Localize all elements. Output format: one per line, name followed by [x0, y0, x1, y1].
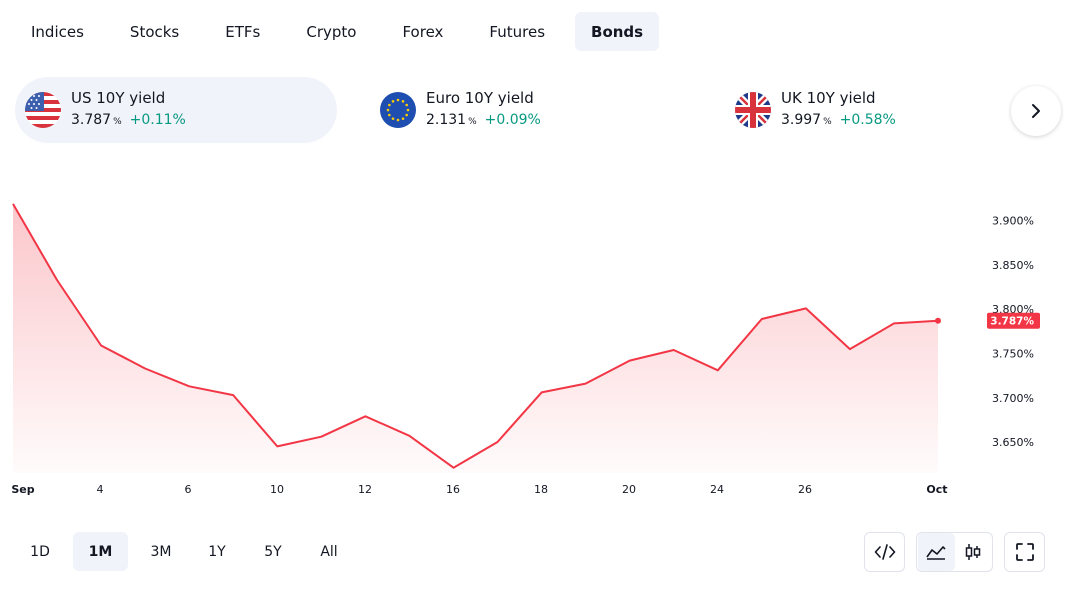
x-tick-label: 6: [185, 483, 192, 496]
x-tick-label: 16: [446, 483, 460, 496]
us-flag-icon: [25, 92, 61, 128]
range-all[interactable]: All: [320, 543, 338, 560]
y-tick-label: 3.850%: [992, 259, 1034, 272]
area-chart-button[interactable]: [917, 533, 955, 571]
bond-yield-value: 2.131: [426, 112, 467, 128]
bond-card-euro[interactable]: Euro 10Y yield 2.131% +0.09%: [370, 77, 692, 143]
next-cards-button[interactable]: [1011, 86, 1061, 136]
eu-flag-icon: [380, 92, 416, 128]
fullscreen-icon: [1015, 543, 1034, 561]
bond-yield-change: +0.11%: [129, 112, 186, 128]
yield-line: [12, 203, 939, 469]
x-tick-label: Oct: [926, 483, 947, 496]
bond-name: US 10Y yield: [71, 89, 166, 107]
candles-chart-button[interactable]: [955, 533, 992, 571]
bond-card-uk[interactable]: UK 10Y yield 3.997% +0.58%: [725, 77, 1047, 143]
uk-flag-icon: [735, 92, 771, 128]
market-tabs: Indices Stocks ETFs Crypto Forex Futures Bonds: [15, 12, 673, 51]
candles-icon: [965, 544, 981, 560]
x-tick-label: 24: [710, 483, 724, 496]
x-tick-label: 18: [534, 483, 548, 496]
bond-yield-value: 3.997: [781, 112, 822, 128]
bond-yield-unit: %: [823, 117, 832, 127]
range-selector: 1D 1M 3M 1Y 5Y All: [17, 532, 362, 571]
y-tick-label: 3.650%: [992, 436, 1034, 449]
last-value-badge: [987, 312, 1040, 329]
bond-yield-unit: %: [113, 117, 122, 127]
range-1d[interactable]: 1D: [30, 543, 50, 560]
y-tick-label: 3.700%: [992, 392, 1034, 405]
chevron-right-icon: [1032, 104, 1040, 118]
tab-etfs[interactable]: ETFs: [225, 22, 261, 41]
tab-crypto[interactable]: Crypto: [306, 22, 357, 41]
x-tick-label: 26: [798, 483, 812, 496]
tab-indices[interactable]: Indices: [31, 22, 84, 41]
fullscreen-button[interactable]: [1004, 532, 1045, 572]
tab-futures[interactable]: Futures: [489, 22, 546, 41]
bond-yield-change: +0.09%: [484, 112, 541, 128]
range-3m[interactable]: 3M: [150, 543, 172, 560]
chart-style-group: [916, 532, 993, 572]
x-tick-label: Sep: [11, 483, 34, 496]
area-chart-icon: [926, 546, 946, 560]
tab-forex[interactable]: Forex: [402, 22, 444, 41]
bond-name: Euro 10Y yield: [426, 89, 534, 107]
range-1y[interactable]: 1Y: [208, 543, 226, 560]
yield-area-fill: [13, 203, 938, 473]
x-tick-label: 4: [97, 483, 104, 496]
last-value-label: 3.787%: [990, 316, 1034, 328]
bond-name: UK 10Y yield: [781, 89, 876, 107]
code-icon: [874, 544, 895, 560]
tab-stocks[interactable]: Stocks: [129, 22, 180, 41]
embed-code-button[interactable]: [864, 532, 905, 572]
y-tick-label: 3.750%: [992, 347, 1034, 360]
range-1m[interactable]: 1M: [73, 532, 128, 571]
x-tick-label: 20: [622, 483, 636, 496]
bond-card-us[interactable]: US 10Y yield 3.787% +0.11%: [15, 77, 337, 143]
x-tick-label: 12: [358, 483, 372, 496]
bond-yield-value: 3.787: [71, 112, 112, 128]
bond-yield-unit: %: [468, 117, 477, 127]
yield-chart: Sep 4 6 10 12 16 18 20 24 26 Oct 3.900%3.850%3.800…: [11, 203, 1040, 496]
x-tick-label: 10: [270, 483, 284, 496]
range-5y[interactable]: 5Y: [264, 543, 282, 560]
last-point-marker: [935, 317, 941, 324]
bond-yield-change: +0.58%: [839, 112, 896, 128]
tab-bonds[interactable]: Bonds: [575, 12, 660, 51]
y-tick-label: 3.900%: [992, 215, 1034, 228]
